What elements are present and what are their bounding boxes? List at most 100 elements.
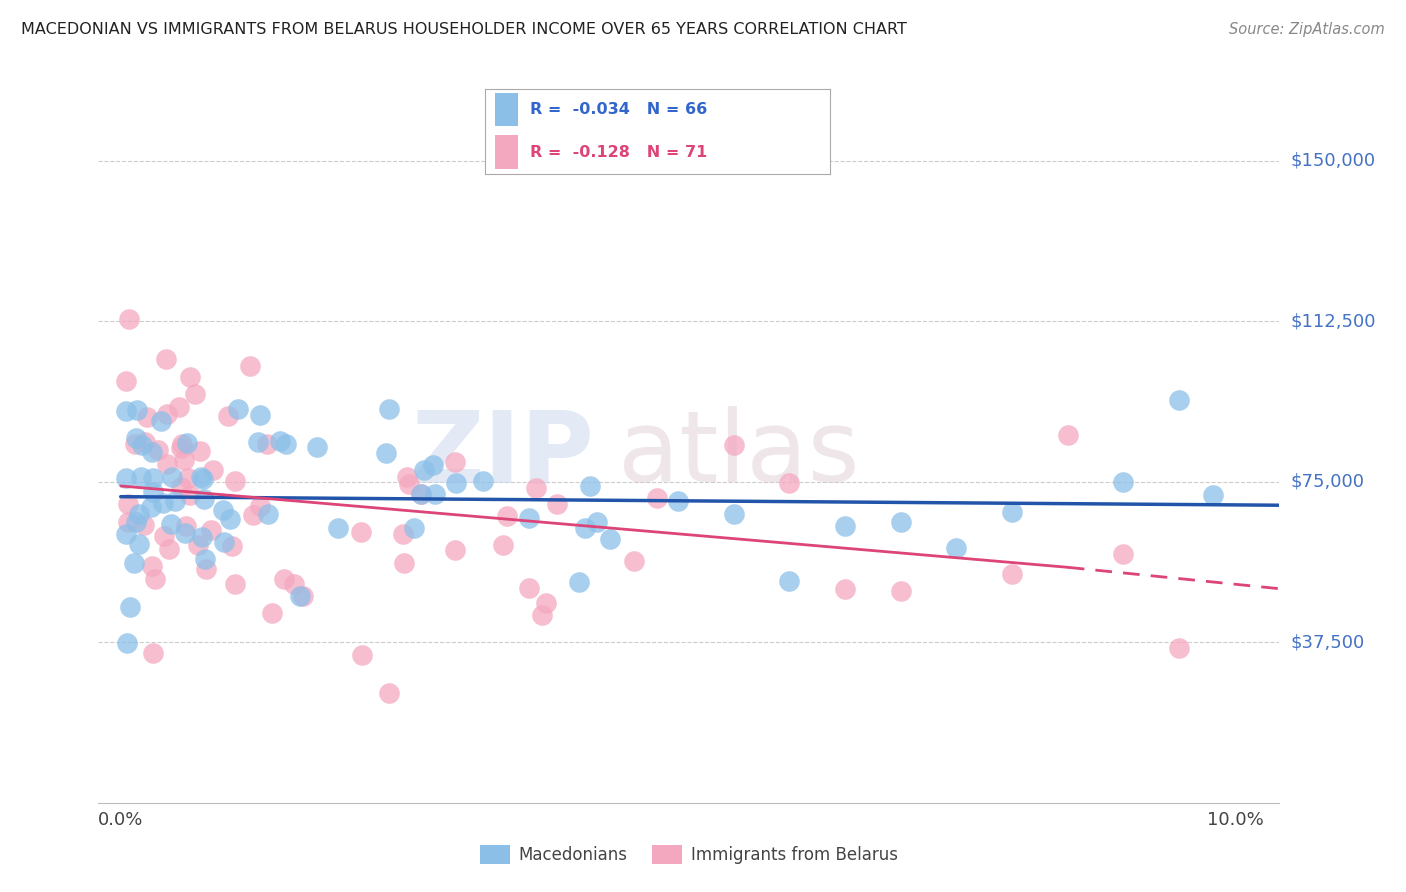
Point xyxy=(392,556,415,570)
Point xyxy=(273,572,295,586)
Point xyxy=(156,407,179,421)
Text: atlas: atlas xyxy=(619,407,859,503)
Point xyxy=(239,359,262,373)
Point xyxy=(446,475,468,490)
Point xyxy=(623,554,645,568)
Point xyxy=(292,590,315,604)
Point xyxy=(176,435,198,450)
Point xyxy=(153,528,176,542)
Point xyxy=(1168,392,1191,407)
Point xyxy=(1056,428,1078,442)
Point xyxy=(141,558,163,573)
Point xyxy=(117,515,139,529)
Text: $37,500: $37,500 xyxy=(1291,633,1365,651)
Point xyxy=(129,469,152,483)
Point xyxy=(224,577,246,591)
Point xyxy=(568,574,591,589)
Point xyxy=(172,436,194,450)
Text: $150,000: $150,000 xyxy=(1291,152,1375,169)
Text: R =  -0.034   N = 66: R = -0.034 N = 66 xyxy=(530,103,707,118)
Point xyxy=(402,521,425,535)
Point xyxy=(586,515,609,529)
Point xyxy=(174,519,197,533)
Point xyxy=(148,443,170,458)
Point xyxy=(191,472,214,486)
Point xyxy=(396,470,419,484)
Point xyxy=(378,401,401,416)
Point xyxy=(645,491,668,505)
Point xyxy=(187,538,209,552)
Point xyxy=(519,581,541,595)
Point xyxy=(128,536,150,550)
Point xyxy=(212,535,235,549)
Point xyxy=(200,523,222,537)
Point xyxy=(242,508,264,523)
Text: R =  -0.128   N = 71: R = -0.128 N = 71 xyxy=(530,145,707,160)
Point xyxy=(156,457,179,471)
Point xyxy=(128,507,150,521)
Point xyxy=(226,401,249,416)
Point xyxy=(328,521,350,535)
Point xyxy=(519,511,541,525)
Point xyxy=(1112,547,1135,561)
Point xyxy=(257,508,280,522)
Point xyxy=(422,458,444,472)
Point xyxy=(150,415,173,429)
Point xyxy=(249,409,271,423)
Point xyxy=(778,476,800,491)
Point xyxy=(350,524,373,539)
Point xyxy=(723,508,745,522)
Point xyxy=(177,471,200,485)
Point xyxy=(174,526,197,541)
Point xyxy=(127,402,149,417)
Point xyxy=(141,500,163,515)
Point xyxy=(162,470,184,484)
Point xyxy=(179,370,201,384)
Point xyxy=(546,497,568,511)
Point xyxy=(167,400,190,414)
Point xyxy=(152,496,174,510)
Point xyxy=(283,577,305,591)
Bar xyxy=(495,93,517,127)
Point xyxy=(1001,506,1024,520)
Point xyxy=(118,312,141,326)
Point xyxy=(256,437,278,451)
Point xyxy=(194,562,217,576)
Text: Source: ZipAtlas.com: Source: ZipAtlas.com xyxy=(1229,22,1385,37)
Point xyxy=(530,608,553,623)
Text: $112,500: $112,500 xyxy=(1291,312,1376,330)
Point xyxy=(536,596,558,610)
Point xyxy=(118,600,141,615)
Point xyxy=(170,441,193,455)
Point xyxy=(221,539,243,553)
Point xyxy=(443,542,465,557)
Point xyxy=(269,434,291,448)
Point xyxy=(190,470,212,484)
Text: ZIP: ZIP xyxy=(412,407,595,503)
Point xyxy=(262,606,284,620)
Point xyxy=(201,462,224,476)
Point xyxy=(115,635,138,649)
Point xyxy=(157,541,180,556)
Point xyxy=(666,493,689,508)
Point xyxy=(131,438,153,452)
Point xyxy=(132,518,155,533)
Point xyxy=(723,438,745,452)
Point xyxy=(115,404,138,418)
Point xyxy=(890,583,912,598)
Point xyxy=(142,484,165,499)
Point xyxy=(122,557,145,571)
Point xyxy=(1112,475,1135,489)
Point xyxy=(1201,488,1223,502)
Point xyxy=(160,516,183,531)
Point xyxy=(173,453,195,467)
Point xyxy=(945,541,967,555)
Point xyxy=(425,486,447,500)
Point xyxy=(890,515,912,529)
Point xyxy=(249,499,271,513)
Point xyxy=(305,440,328,454)
Point xyxy=(115,375,138,389)
Point xyxy=(115,470,138,484)
Point xyxy=(524,481,547,495)
Point xyxy=(579,479,602,493)
